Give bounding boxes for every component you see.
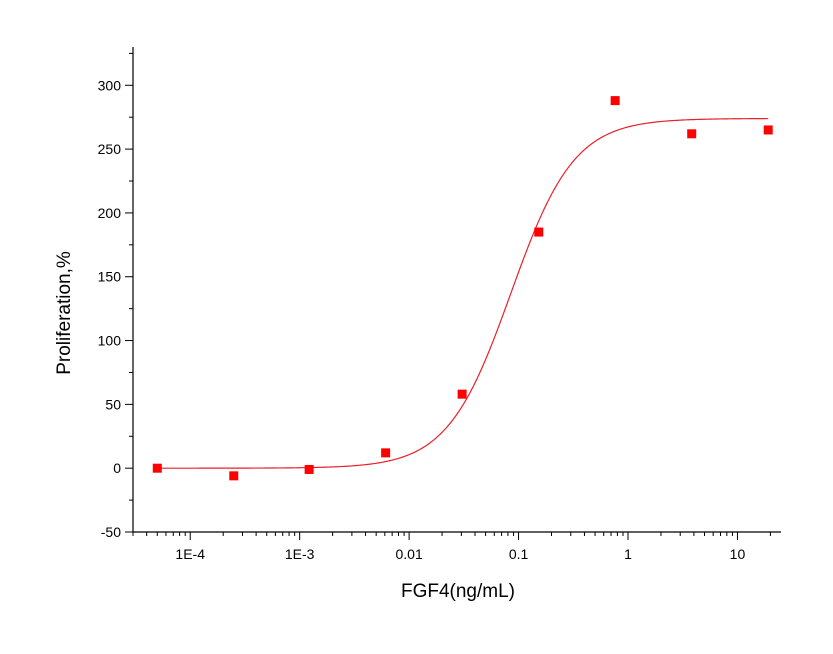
- x-tick-label: 1E-4: [175, 546, 205, 562]
- data-point: [610, 96, 620, 106]
- x-tick-label: 0.1: [509, 546, 529, 562]
- axes: [125, 47, 781, 540]
- y-tick-label: 300: [98, 77, 122, 93]
- y-tick-label: 100: [98, 333, 122, 349]
- y-tick-label: 150: [98, 269, 122, 285]
- data-point: [229, 471, 239, 481]
- y-axis-title: Proliferation,%: [54, 251, 75, 375]
- y-tick-label: 0: [113, 460, 121, 476]
- x-axis-title: FGF4(ng/mL): [401, 581, 515, 602]
- data-point: [152, 463, 162, 473]
- x-tick-label: 0.01: [395, 546, 422, 562]
- x-tick-label: 1: [624, 546, 632, 562]
- data-point: [687, 129, 697, 139]
- fit-curve: [157, 117, 769, 469]
- data-points-layer: [152, 96, 773, 481]
- data-point: [304, 464, 314, 474]
- data-point: [457, 389, 467, 399]
- y-tick-label: 200: [98, 205, 122, 221]
- fit-curve-layer: [157, 117, 769, 469]
- y-tick-label: 50: [105, 396, 121, 412]
- y-tick-label: -50: [101, 524, 121, 540]
- y-tick-label: 250: [98, 141, 122, 157]
- data-point: [534, 227, 544, 237]
- x-tick-label: 10: [730, 546, 746, 562]
- x-tick-label: 1E-3: [285, 546, 315, 562]
- data-point: [763, 125, 773, 135]
- tick-labels-layer: -50 0 50 100 150 200 250 300 1E-4 1E-3 0.01 0.1 1 10: [98, 77, 746, 562]
- data-point: [381, 448, 391, 458]
